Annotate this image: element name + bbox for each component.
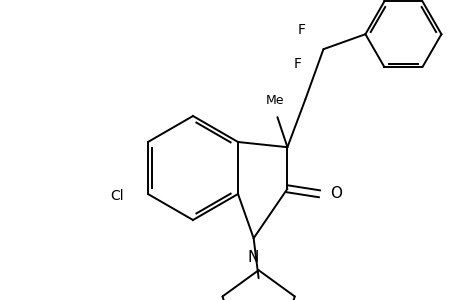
Text: F: F <box>293 57 301 71</box>
Text: Cl: Cl <box>110 189 123 203</box>
Text: Me: Me <box>266 94 284 107</box>
Text: N: N <box>247 250 259 265</box>
Text: F: F <box>297 23 305 37</box>
Text: O: O <box>330 186 341 201</box>
